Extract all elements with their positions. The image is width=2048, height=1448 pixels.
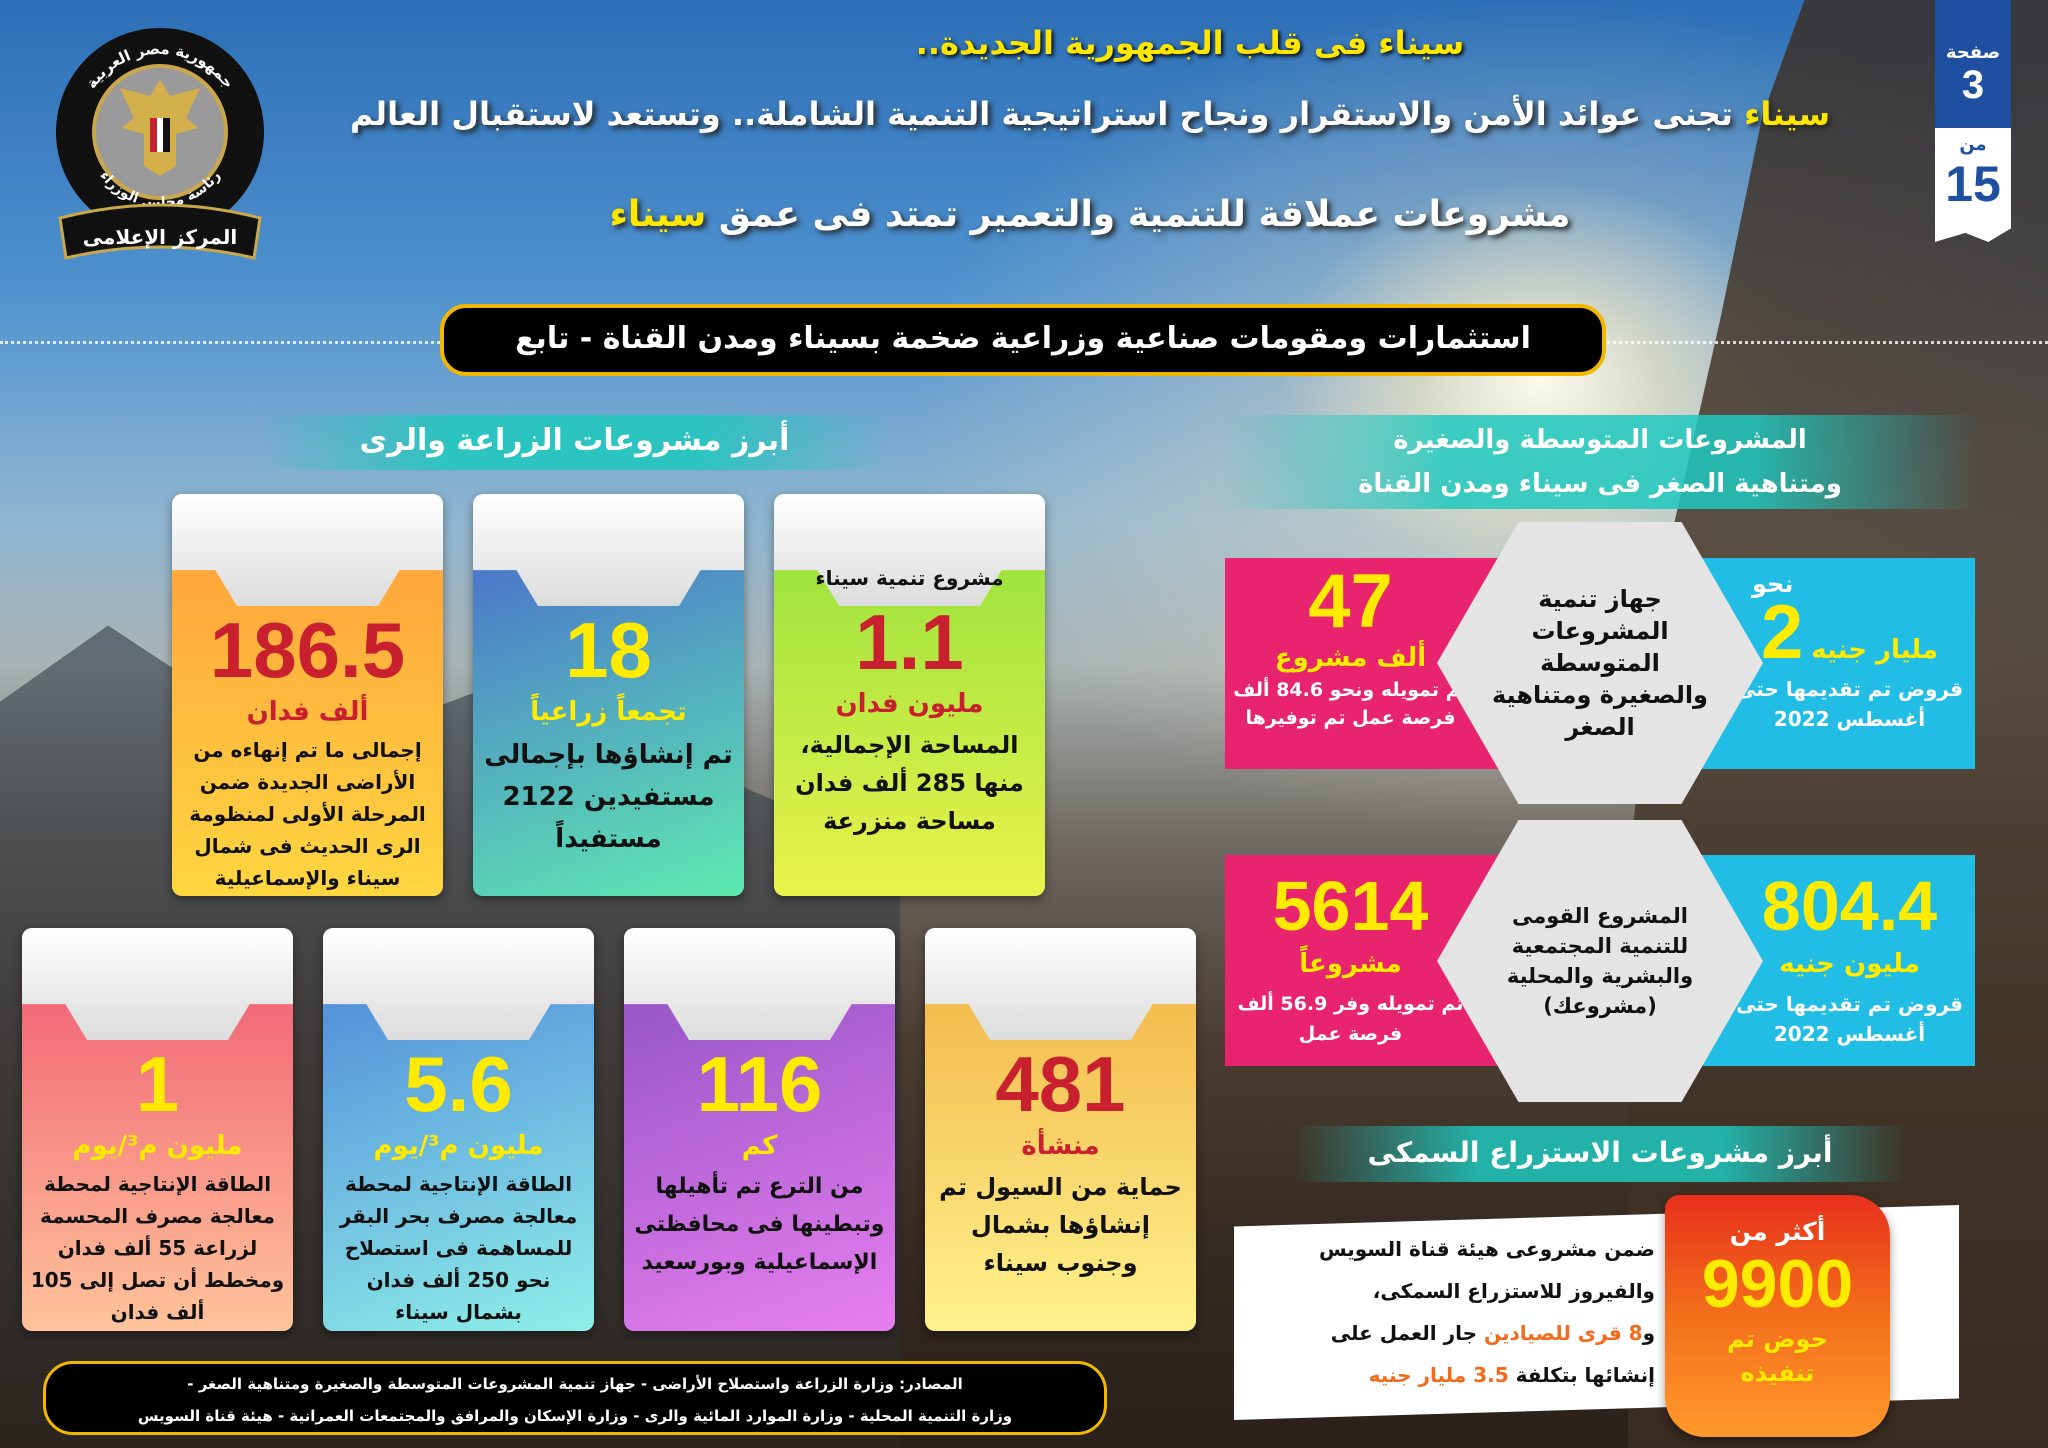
card-value: 1.1 — [855, 598, 964, 686]
sources-line1: المصادر: وزارة الزراعة واستصلاح الأراضى … — [187, 1375, 963, 1393]
fish-tag: أكثر من 9900 حوض تم تنفيذه — [1665, 1195, 1890, 1437]
fish-description: ضمن مشروعى هيئة قناة السويس والفيروز للا… — [1250, 1228, 1655, 1396]
subheadline: مشروعات عملاقة للتنمية والتعمير تمتد فى … — [270, 192, 1910, 238]
right-desc: قروض تم تقديمها حتى أغسطس 2022 — [1736, 677, 1963, 731]
left-value: 47 — [1308, 559, 1393, 644]
agri-card-new-lands: 186.5 ألف فدان إجمالى ما تم إنهاءه من ال… — [172, 494, 443, 896]
fish-line2: والفيروز للاستزراع السمكى، — [1372, 1279, 1655, 1303]
left-unit: ألف مشروع — [1274, 643, 1427, 673]
sources-box: المصادر: وزارة الزراعة واستصلاح الأراضى … — [43, 1361, 1107, 1435]
sme-hex-mashroak: المشروع القومى للتنمية المجتمعية والبشري… — [1437, 820, 1763, 1102]
card-desc: الطاقة الإنتاجية لمحطة معالجة مصرف المحس… — [30, 1172, 285, 1324]
agri-card-sinai-development: مشروع تنمية سيناء 1.1 مليون فدان المساحة… — [774, 494, 1045, 896]
fish-tag-value: 9900 — [1701, 1246, 1854, 1322]
sme-section-title: المشروعات المتوسطة والصغيرة ومتناهية الص… — [1221, 415, 1979, 509]
right-value: 804.4 — [1761, 867, 1938, 945]
headline: سيناء تجنى عوائد الأمن والاستقرار ونجاح … — [270, 92, 1910, 136]
section-banner: استثمارات ومقومات صناعية وزراعية ضخمة بس… — [440, 304, 1606, 376]
card-desc: حماية من السيول تم إنشاؤها بشمال وجنوب س… — [939, 1173, 1182, 1277]
right-desc: قروض تم تقديمها حتى أغسطس 2022 — [1736, 992, 1963, 1046]
agri-card-bahr-elbaqar: 5.6 مليون م³/يوم الطاقة الإنتاجية لمحطة … — [323, 928, 594, 1331]
subheadline-text: مشروعات عملاقة للتنمية والتعمير تمتد فى … — [706, 194, 1571, 235]
headline-highlight: سيناء — [1744, 95, 1831, 133]
card-unit: مليون فدان — [835, 689, 984, 719]
fish-section-title: أبرز مشروعات الاستزراع السمكى — [1293, 1126, 1907, 1182]
agri-card-mahsama: 1 مليون م³/يوم الطاقة الإنتاجية لمحطة مع… — [22, 928, 293, 1331]
sme-title-line2: ومتناهية الصغر فى سيناء ومدن القناة — [1358, 469, 1842, 499]
fish-cost: 3.5 مليار جنيه — [1368, 1363, 1509, 1387]
left-unit: مشروعاً — [1299, 949, 1402, 979]
card-unit: كم — [741, 1131, 778, 1161]
sme-title-line1: المشروعات المتوسطة والصغيرة — [1393, 425, 1807, 455]
page-total: 15 — [1945, 156, 2001, 212]
card-unit: مليون م³/يوم — [72, 1131, 243, 1161]
left-desc: تم تمويله ونحو 84.6 ألف فرصة عمل تم توفي… — [1233, 679, 1468, 729]
right-value: 2 — [1760, 590, 1804, 675]
fish-tag-pre: أكثر من — [1729, 1217, 1826, 1246]
fish-villages: 8 قرى للصيادين — [1484, 1321, 1643, 1345]
left-value: 5614 — [1272, 867, 1429, 945]
agri-card-clusters: 18 تجمعاً زراعياً تم إنشاؤها بإجمالى مست… — [473, 494, 744, 896]
card-value: 5.6 — [404, 1040, 513, 1128]
card-pretitle: مشروع تنمية سيناء — [815, 566, 1004, 590]
media-center-logo: جمهورية مصر العربية رئاسة مجلس الوزراء ا… — [50, 22, 270, 262]
sources-line2: وزارة التنمية المحلية - وزارة الموارد ال… — [137, 1407, 1013, 1425]
card-unit: ألف فدان — [246, 697, 369, 727]
card-unit: منشأة — [1021, 1131, 1100, 1161]
page-badge: صفحة 3 من 15 — [1935, 0, 2011, 242]
fish-line1: ضمن مشروعى هيئة قناة السويس — [1318, 1237, 1655, 1261]
card-desc: الطاقة الإنتاجية لمحطة معالجة مصرف بحر ا… — [339, 1172, 578, 1324]
headline-text: تجنى عوائد الأمن والاستقرار ونجاح استرات… — [349, 95, 1745, 133]
subheadline-highlight: سيناء — [609, 194, 707, 235]
card-unit: مليون م³/يوم — [373, 1131, 544, 1161]
card-value: 116 — [696, 1040, 823, 1128]
card-desc: المساحة الإجمالية، منها 285 ألف فدان مسا… — [795, 731, 1024, 835]
right-pre: نحو — [1752, 570, 1794, 598]
left-desc: تم تمويله وفر 56.9 ألف فرصة عمل — [1237, 993, 1464, 1045]
fish-line3c: جار العمل على — [1330, 1321, 1485, 1345]
card-value: 186.5 — [209, 606, 406, 694]
agri-section-title: أبرز مشروعات الزراعة والرى — [261, 415, 888, 470]
agri-card-canals: 116 كم من الترع تم تأهيلها وتبطينها فى م… — [624, 928, 895, 1331]
page-label: صفحة — [1945, 42, 2001, 63]
right-unit: مليون جنيه — [1779, 949, 1920, 979]
card-unit: تجمعاً زراعياً — [530, 697, 687, 727]
kicker-title: سيناء فى قلب الجمهورية الجديدة.. — [915, 24, 1465, 62]
fish-line3a: و — [1642, 1321, 1655, 1345]
fish-tag-unit: حوض تم تنفيذه — [1727, 1325, 1828, 1387]
card-desc: إجمالى ما تم إنهاءه من الأراضى الجديدة ض… — [189, 738, 426, 890]
of-label: من — [1959, 134, 1987, 155]
card-value: 1 — [135, 1040, 180, 1128]
card-desc: من الترع تم تأهيلها وتبطينها فى محافظتى … — [634, 1174, 885, 1275]
agri-card-flood-protection: 481 منشأة حماية من السيول تم إنشاؤها بشم… — [925, 928, 1196, 1331]
card-value: 481 — [995, 1040, 1126, 1128]
sme-hex-msmeda: جهاز تنمية المشروعات المتوسطة والصغيرة و… — [1437, 522, 1763, 804]
card-desc: تم إنشاؤها بإجمالى مستفيدين 2122 مستفيدا… — [484, 740, 733, 854]
right-unit: مليار جنيه — [1811, 635, 1939, 665]
logo-ribbon-text: المركز الإعلامى — [83, 225, 237, 249]
card-value: 18 — [565, 606, 652, 694]
page-number: 3 — [1961, 63, 1985, 107]
fish-line4a: إنشائها بتكلفة — [1508, 1363, 1655, 1387]
